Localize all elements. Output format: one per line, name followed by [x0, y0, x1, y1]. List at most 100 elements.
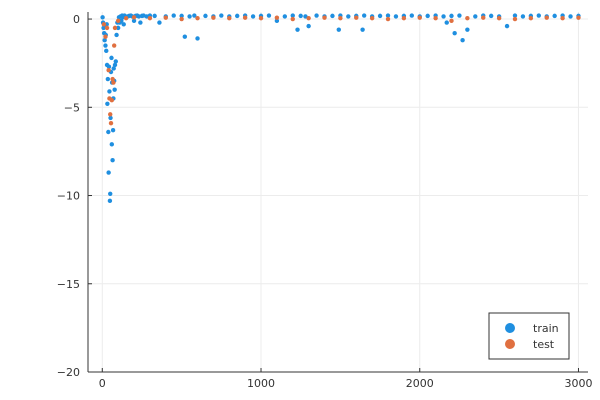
data-point-train — [473, 14, 478, 19]
data-point-train — [266, 13, 272, 18]
data-point-test — [106, 68, 111, 73]
data-point-train — [179, 13, 184, 19]
data-point-test — [465, 15, 470, 21]
y-tick-label: −20 — [57, 366, 80, 379]
data-point-test — [354, 15, 359, 20]
data-point-train — [110, 128, 116, 133]
data-point-train — [104, 48, 109, 54]
data-point-train — [361, 13, 367, 18]
series-test — [101, 15, 581, 126]
data-point-test — [258, 15, 264, 21]
data-point-train — [110, 158, 115, 163]
data-point-train — [512, 13, 518, 18]
data-point-test — [227, 15, 232, 21]
data-point-train — [106, 129, 111, 135]
data-point-train — [113, 59, 118, 64]
data-point-train — [346, 14, 351, 19]
data-point-train — [108, 191, 113, 196]
data-point-train — [105, 101, 110, 106]
data-point-train — [290, 13, 295, 18]
data-point-train — [106, 64, 112, 69]
data-point-train — [298, 13, 303, 19]
data-point-train — [114, 32, 119, 38]
data-point-test — [274, 15, 280, 20]
data-point-train — [152, 13, 157, 19]
data-point-train — [488, 13, 494, 19]
data-point-test — [560, 15, 565, 21]
x-tick-label: 2000 — [406, 377, 434, 390]
series-train — [100, 13, 581, 204]
data-point-test — [322, 15, 327, 20]
data-point-train — [111, 66, 116, 71]
data-point-train — [102, 38, 107, 43]
data-point-train — [106, 170, 111, 175]
data-point-test — [131, 15, 137, 20]
data-point-train — [460, 38, 465, 43]
data-point-test — [195, 15, 200, 21]
data-point-train — [568, 14, 573, 19]
data-point-train — [409, 13, 415, 18]
data-point-train — [520, 14, 526, 19]
data-point-test — [369, 15, 375, 21]
y-tick-label: −5 — [64, 101, 80, 114]
data-point-train — [107, 89, 112, 94]
data-point-train — [336, 27, 341, 32]
data-point-train — [219, 13, 224, 18]
data-point-train — [105, 76, 111, 82]
x-tick-label: 3000 — [564, 377, 592, 390]
data-point-train — [274, 18, 280, 24]
data-point-train — [100, 15, 105, 20]
data-point-test — [112, 25, 118, 31]
y-tick-label: −15 — [57, 278, 80, 291]
data-point-test — [512, 16, 518, 22]
data-point-test — [163, 15, 168, 20]
data-point-train — [119, 18, 124, 24]
data-point-test — [338, 15, 343, 21]
data-point-test — [104, 25, 110, 31]
data-point-train — [115, 25, 121, 31]
data-point-train — [192, 13, 197, 18]
data-point-train — [121, 22, 126, 27]
legend-box — [488, 312, 570, 360]
y-tick-label: 0 — [73, 13, 80, 26]
data-point-train — [195, 36, 200, 41]
data-point-train — [385, 13, 391, 18]
legend-marker-train — [505, 323, 515, 333]
plot-frame — [87, 12, 588, 373]
data-point-train — [103, 43, 108, 48]
data-point-train — [536, 13, 541, 18]
data-point-train — [306, 23, 311, 29]
data-point-train — [107, 198, 113, 204]
data-point-train — [282, 14, 288, 19]
data-point-test — [123, 15, 129, 21]
legend-label-test: test — [533, 338, 555, 351]
data-point-test — [306, 15, 311, 21]
data-point-test — [115, 18, 121, 24]
data-point-train — [112, 62, 118, 68]
data-point-test — [108, 120, 114, 126]
data-point-test — [242, 15, 248, 20]
legend-label-train: train — [533, 322, 559, 335]
data-point-train — [182, 34, 188, 39]
data-point-train — [457, 13, 462, 18]
data-point-train — [109, 142, 115, 147]
data-point-test — [481, 15, 486, 20]
data-point-train — [187, 14, 192, 19]
data-point-test — [544, 15, 549, 20]
data-point-test — [111, 43, 117, 48]
data-point-test — [496, 15, 502, 21]
data-point-test — [385, 16, 391, 22]
data-point-train — [138, 20, 143, 25]
data-point-test — [147, 15, 153, 21]
y-tick-label: −10 — [57, 190, 80, 203]
legend: train test — [488, 312, 570, 360]
data-point-train — [441, 14, 446, 19]
data-point-train — [131, 18, 137, 24]
data-point-train — [203, 13, 208, 19]
data-point-test — [101, 22, 107, 27]
data-point-train — [171, 13, 176, 18]
data-point-train — [452, 30, 457, 36]
data-point-train — [504, 23, 510, 29]
data-point-train — [552, 13, 557, 19]
